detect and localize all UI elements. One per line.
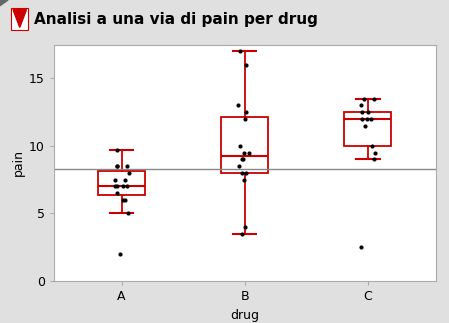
Point: [359, 109, 366, 115]
Point: [361, 123, 369, 128]
Point: [113, 184, 120, 189]
Point: [238, 231, 246, 236]
Point: [240, 177, 247, 182]
Point: [125, 211, 132, 216]
Point: [238, 157, 245, 162]
Point: [363, 116, 370, 121]
Point: [241, 150, 248, 155]
Point: [234, 103, 242, 108]
Y-axis label: pain: pain: [12, 149, 25, 176]
Point: [371, 157, 378, 162]
Point: [364, 109, 371, 115]
Point: [114, 163, 121, 169]
Text: Analisi a una via di pain per drug: Analisi a una via di pain per drug: [34, 12, 317, 26]
Point: [242, 224, 249, 230]
Point: [237, 143, 244, 149]
Point: [239, 157, 247, 162]
Point: [241, 116, 248, 121]
Point: [123, 163, 130, 169]
Point: [357, 103, 365, 108]
FancyBboxPatch shape: [11, 8, 28, 30]
Point: [367, 116, 374, 121]
Point: [358, 245, 365, 250]
Point: [113, 147, 120, 152]
Point: [111, 184, 119, 189]
Point: [123, 184, 131, 189]
Point: [125, 170, 132, 175]
X-axis label: drug: drug: [230, 308, 259, 322]
Point: [361, 96, 368, 101]
Point: [119, 184, 127, 189]
Point: [121, 197, 128, 203]
Point: [113, 191, 120, 196]
Point: [236, 49, 243, 54]
Point: [242, 109, 250, 115]
Point: [119, 197, 127, 203]
Point: [236, 163, 243, 169]
Polygon shape: [0, 0, 8, 6]
PathPatch shape: [221, 117, 268, 173]
Point: [113, 163, 120, 169]
Point: [369, 143, 376, 149]
PathPatch shape: [344, 112, 391, 146]
Point: [370, 96, 378, 101]
Point: [243, 170, 250, 175]
Point: [111, 177, 118, 182]
Point: [121, 177, 128, 182]
Point: [116, 251, 123, 256]
PathPatch shape: [98, 171, 145, 195]
Point: [245, 150, 252, 155]
Point: [358, 116, 365, 121]
Polygon shape: [13, 9, 26, 27]
Point: [238, 170, 245, 175]
Point: [243, 62, 250, 68]
Point: [371, 150, 379, 155]
